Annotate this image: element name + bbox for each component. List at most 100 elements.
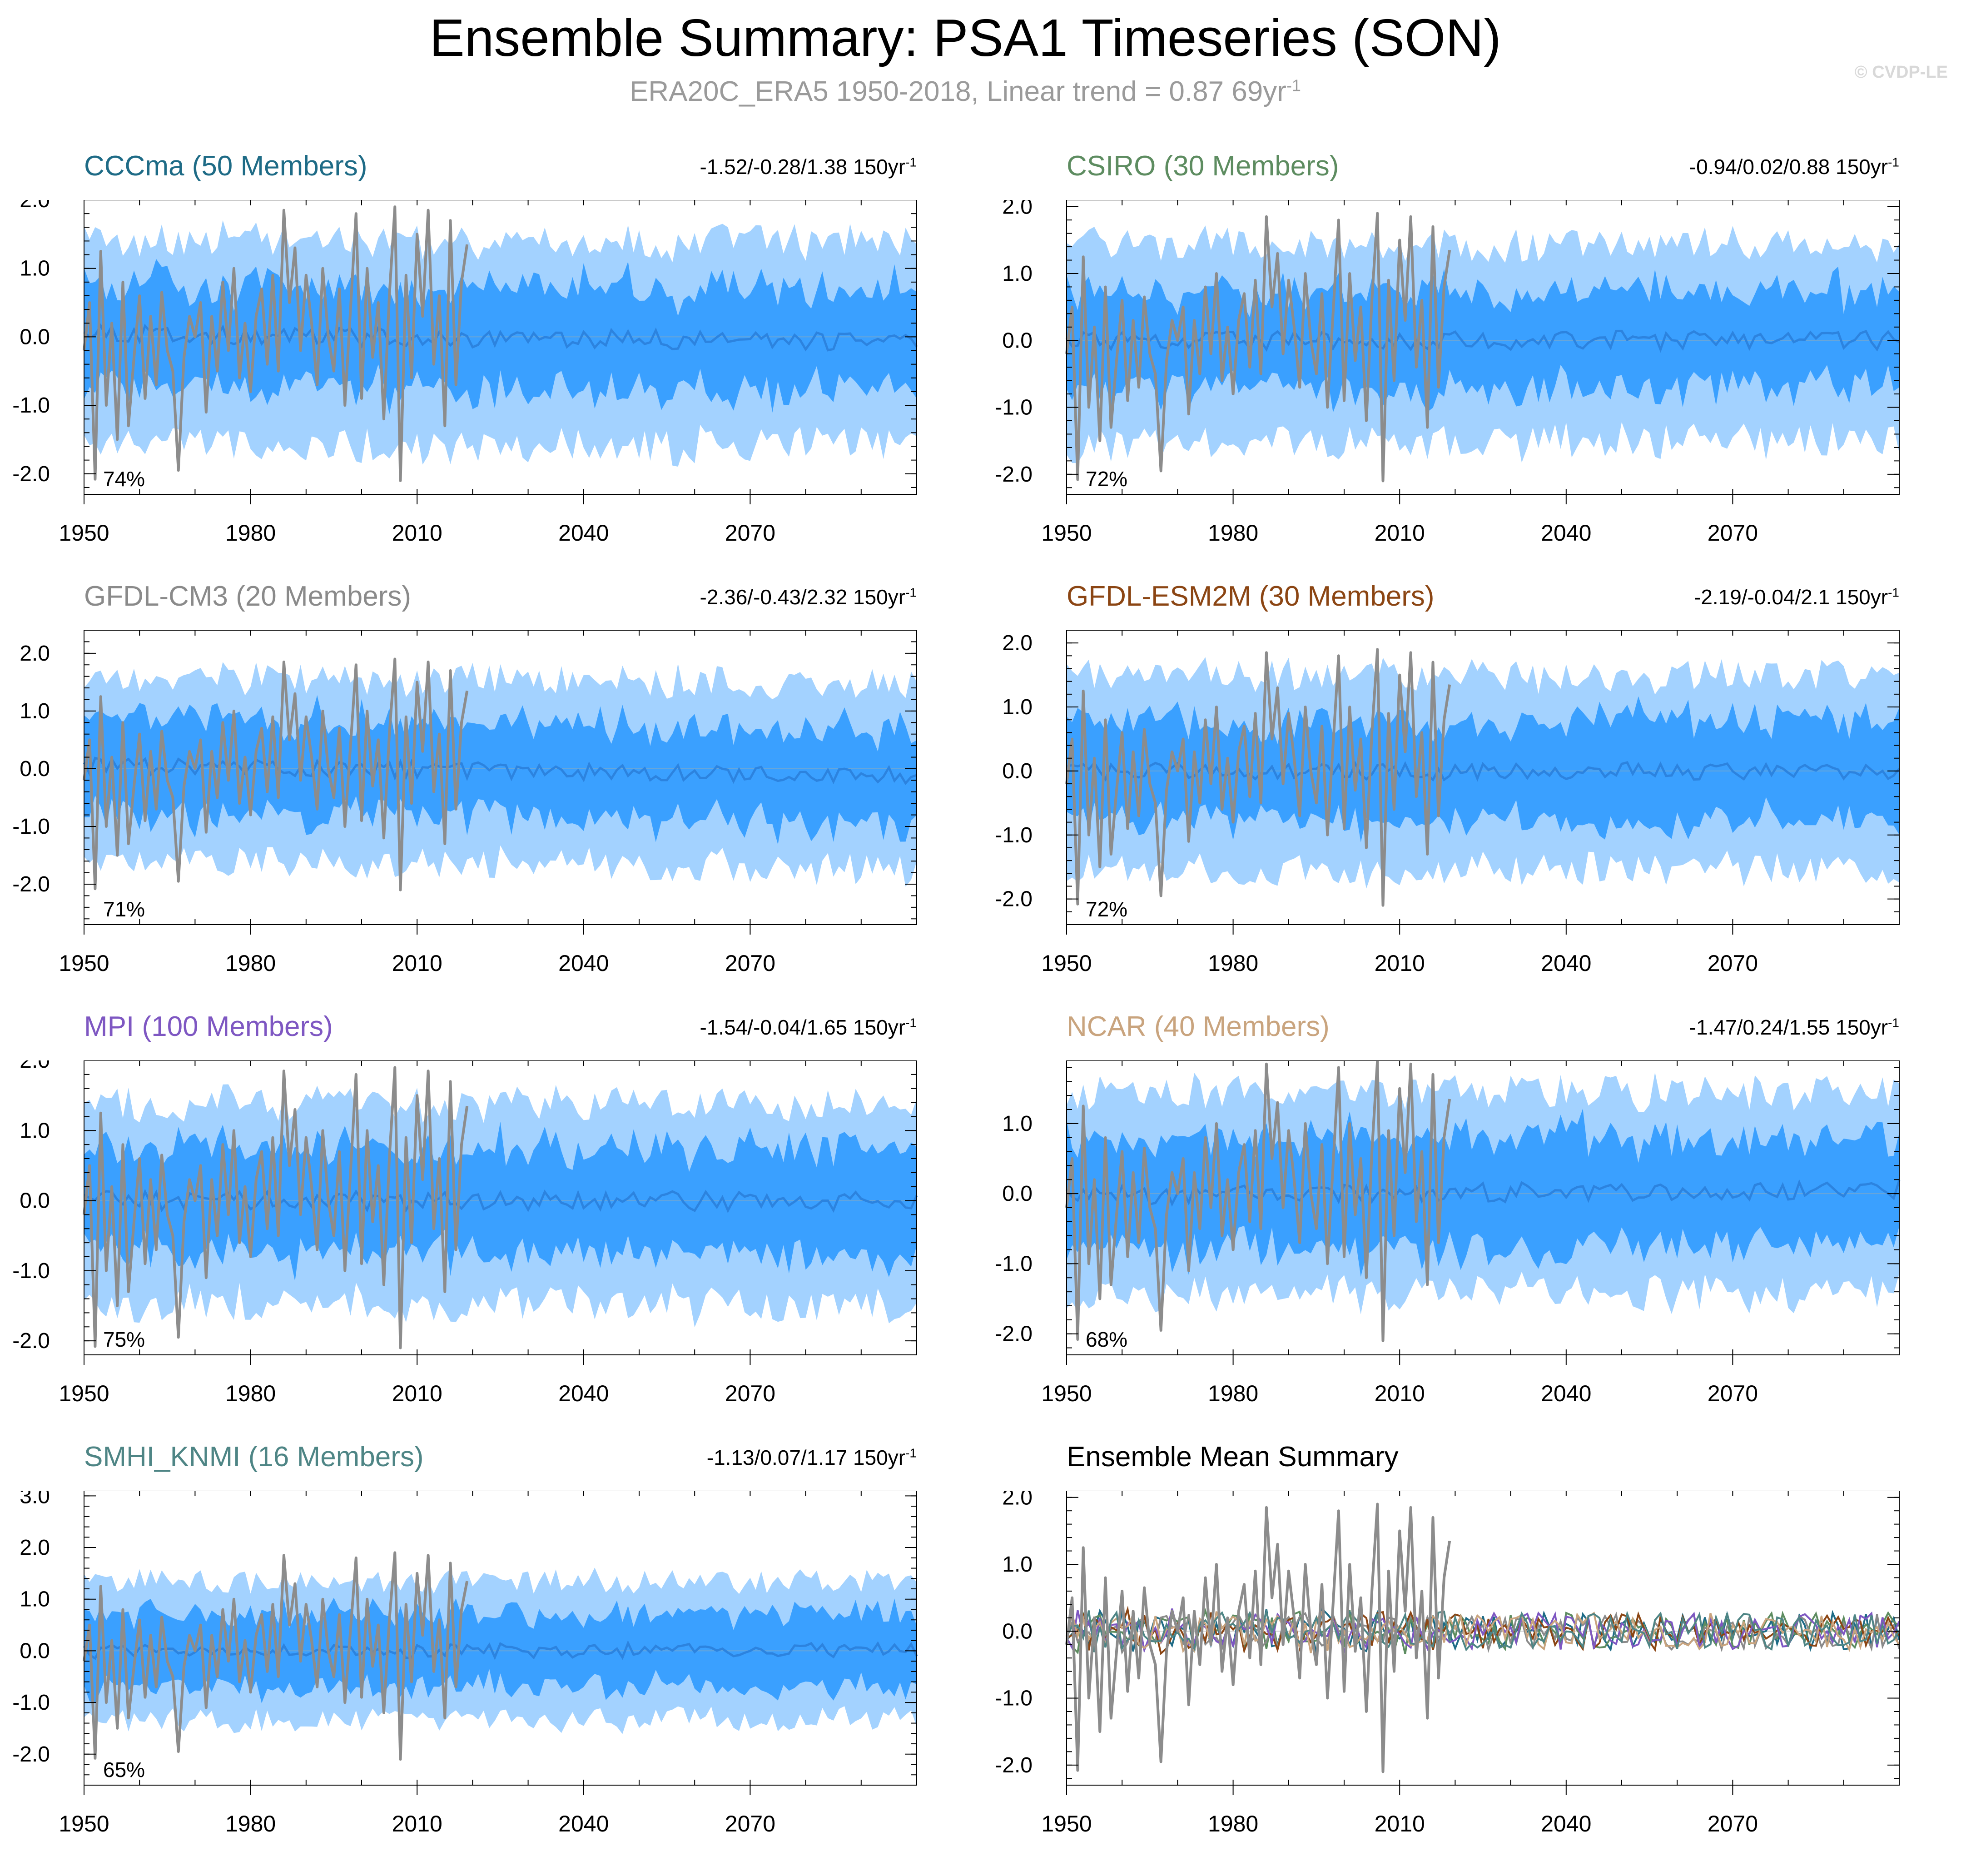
panel-title: GFDL-ESM2M (30 Members) — [1067, 581, 1435, 612]
observed-line — [83, 1551, 469, 1761]
percent-label: 74% — [103, 467, 145, 491]
panel-ensemble-mean-summary: Ensemble Mean Summary 2.0 1.0 0.0 -1.0 -2.0 1… — [983, 1441, 1966, 1872]
x-tick-label: 1950 — [1041, 1811, 1092, 1836]
x-tick-label: 1980 — [1208, 520, 1258, 546]
observed-line — [1065, 648, 1451, 907]
y-tick-label: -2.0 — [12, 1329, 50, 1353]
x-tick-label: 2070 — [725, 1811, 775, 1836]
y-tick-label: -2.0 — [12, 872, 50, 896]
x-tick-label: 2040 — [558, 1381, 609, 1406]
inner-percentile-band — [84, 1121, 917, 1281]
x-tick-label: 1950 — [1041, 950, 1092, 976]
panel-stats-text: -0.94/0.02/0.88 150yr — [1689, 155, 1888, 179]
y-tick-label: 1.0 — [20, 1119, 50, 1143]
x-tick-label: 1980 — [1208, 1811, 1258, 1836]
y-tick-label: -1.0 — [995, 823, 1033, 847]
observed-line — [1065, 212, 1451, 483]
ensemble-mean-line — [83, 1189, 918, 1213]
x-tick-label: 1950 — [59, 1381, 109, 1406]
subtitle: ERA20C_ERA5 1950-2018, Linear trend = 0.… — [0, 75, 1931, 108]
x-tick-label: 2040 — [558, 520, 609, 546]
panel-stats-text: -2.36/-0.43/2.32 150yr — [700, 585, 906, 609]
panel-stats-superscript: -1 — [905, 1015, 917, 1030]
percent-label: 72% — [1086, 467, 1127, 491]
panel-stats-superscript: -1 — [1888, 1015, 1899, 1030]
ensemble-mean-line — [83, 323, 918, 352]
panel-csiro: CSIRO (30 Members) -0.94/0.02/0.88 150yr… — [983, 150, 1966, 582]
panel-stats-text: -1.54/-0.04/1.65 150yr — [700, 1015, 906, 1039]
chart-svg: 74% 2.0 1.0 0.0 -1.0 -2.0 1950 1980 2010 2040 2070 — [12, 200, 918, 546]
observed-line — [1065, 1060, 1451, 1343]
panel-ncar: NCAR (40 Members) -1.47/0.24/1.55 150yr-… — [983, 1010, 1966, 1442]
panel-chart: 65% 3.0 2.0 1.0 0.0 -1.0 -2.0 1950 1980 2010 2040 2… — [0, 1491, 983, 1872]
percent-label: 75% — [103, 1328, 145, 1351]
inner-percentile-band — [1067, 1109, 1899, 1277]
y-tick-label: 1.0 — [1002, 1553, 1033, 1577]
subtitle-text: ERA20C_ERA5 1950-2018, Linear trend = 0.… — [630, 76, 1286, 107]
panel-stats-text: -1.52/-0.28/1.38 150yr — [700, 155, 906, 179]
y-tick-label: 1.0 — [20, 257, 50, 281]
y-tick-label: 3.0 — [20, 1491, 50, 1508]
y-tick-label: -1.0 — [12, 393, 50, 418]
panel-chart: 71% 2.0 1.0 0.0 -1.0 -2.0 1950 1980 2010 2040 2070 — [0, 630, 983, 1012]
plot-frame — [1066, 1491, 1900, 1786]
panel-stats-superscript: -1 — [905, 155, 917, 169]
x-tick-label: 2040 — [1541, 520, 1591, 546]
y-tick-label: -1.0 — [995, 1687, 1033, 1711]
panel-stats-text: -1.13/0.07/1.17 150yr — [706, 1446, 906, 1469]
panel-stats: -1.52/-0.28/1.38 150yr-1 — [700, 154, 917, 179]
panel-gfdl-cm3: GFDL-CM3 (20 Members) -2.36/-0.43/2.32 1… — [0, 580, 983, 1012]
plot-frame — [1066, 630, 1900, 925]
panel-stats-text: -2.19/-0.04/2.1 150yr — [1694, 585, 1888, 609]
x-tick-label: 2010 — [392, 1811, 442, 1836]
observed-line — [1065, 1503, 1451, 1773]
panel-stats: -2.19/-0.04/2.1 150yr-1 — [1694, 585, 1899, 609]
x-tick-label: 2040 — [1541, 1381, 1591, 1406]
x-tick-label: 1980 — [1208, 950, 1258, 976]
y-tick-label: -2.0 — [995, 463, 1033, 487]
percent-label: 65% — [103, 1758, 145, 1781]
x-tick-label: 2010 — [1375, 1811, 1425, 1836]
y-tick-label: -1.0 — [995, 1252, 1033, 1276]
x-tick-label: 2070 — [725, 1381, 775, 1406]
plot-frame — [84, 1491, 917, 1786]
panel-chart: 72% 2.0 1.0 0.0 -1.0 -2.0 1950 1980 2010 2040 2070 — [983, 200, 1966, 582]
x-tick-label: 2040 — [1541, 1811, 1591, 1836]
x-tick-label: 1980 — [1208, 1381, 1258, 1406]
y-tick-label: -2.0 — [12, 462, 50, 486]
y-tick-label: -2.0 — [12, 1742, 50, 1767]
x-tick-label: 2070 — [1708, 1811, 1758, 1836]
y-tick-label: -1.0 — [995, 396, 1033, 420]
x-tick-label: 1950 — [1041, 1381, 1092, 1406]
chart-svg: 72% 2.0 1.0 0.0 -1.0 -2.0 1950 1980 2010 2040 2070 — [995, 200, 1900, 546]
chart-svg: 71% 2.0 1.0 0.0 -1.0 -2.0 1950 1980 2010 2040 2070 — [12, 630, 917, 976]
y-tick-label: 0.0 — [20, 1189, 50, 1213]
panel-chart: 68% 1.0 0.0 -1.0 -2.0 1950 1980 2010 2040 2070 — [983, 1060, 1966, 1442]
ensemble-mean-line — [83, 756, 917, 785]
plot-frame — [84, 200, 917, 495]
panel-stats-superscript: -1 — [1888, 155, 1899, 169]
page-title: Ensemble Summary: PSA1 Timeseries (SON) — [429, 8, 1501, 67]
inner-percentile-band — [1067, 696, 1899, 842]
chart-svg: 68% 1.0 0.0 -1.0 -2.0 1950 1980 2010 2040 2070 — [995, 1060, 1901, 1406]
panel-chart: 72% 2.0 1.0 0.0 -1.0 -2.0 1950 1980 2010 2040 2070 — [983, 630, 1966, 1012]
panel-title: MPI (100 Members) — [84, 1011, 333, 1042]
panel-stats-text: -1.47/0.24/1.55 150yr — [1689, 1015, 1888, 1039]
y-tick-label: 2.0 — [20, 200, 50, 212]
panel-title: NCAR (40 Members) — [1067, 1011, 1330, 1042]
plot-frame — [84, 630, 917, 925]
x-tick-label: 2010 — [1375, 1381, 1425, 1406]
panel-stats: -1.54/-0.04/1.65 150yr-1 — [700, 1015, 917, 1040]
panel-stats: -1.13/0.07/1.17 150yr-1 — [707, 1445, 917, 1470]
observed-line — [83, 1066, 469, 1349]
percent-label: 68% — [1086, 1328, 1127, 1351]
x-tick-label: 2010 — [392, 1381, 442, 1406]
y-tick-label: 2.0 — [20, 1536, 50, 1560]
panel-mpi: MPI (100 Members) -1.54/-0.04/1.65 150yr… — [0, 1010, 983, 1442]
percent-label: 71% — [103, 897, 145, 921]
y-tick-label: -2.0 — [995, 1322, 1033, 1346]
panel-stats-superscript: -1 — [905, 585, 917, 600]
x-tick-label: 1980 — [225, 1381, 276, 1406]
y-tick-label: -2.0 — [995, 887, 1033, 911]
y-tick-label: 1.0 — [20, 1587, 50, 1612]
